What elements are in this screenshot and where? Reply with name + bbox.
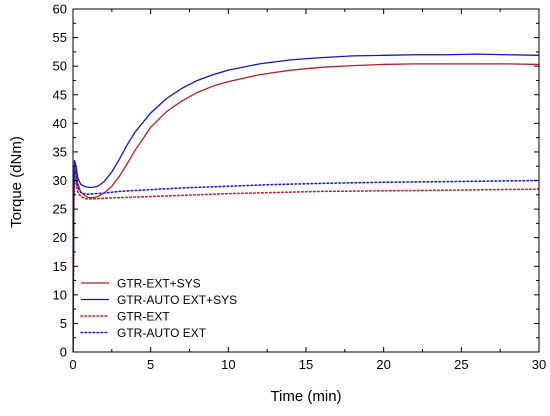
y-tick-label: 5 <box>60 316 67 331</box>
legend-label-2: GTR-AUTO EXT+SYS <box>117 293 237 307</box>
x-tick-label: 25 <box>454 357 468 372</box>
x-tick-label: 20 <box>376 357 390 372</box>
series-line-2 <box>73 53 539 352</box>
y-tick-label: 50 <box>53 59 67 74</box>
legend-label-1: GTR-EXT+SYS <box>117 277 201 291</box>
y-tick-label: 15 <box>53 259 67 274</box>
legend-label-3: GTR-EXT <box>117 310 170 324</box>
x-tick-label: 30 <box>532 357 546 372</box>
series-line-3 <box>73 176 539 352</box>
y-tick-label: 25 <box>53 202 67 217</box>
y-axis-label: Torque (dNm) <box>8 136 25 228</box>
series-line-4 <box>73 165 539 352</box>
y-tick-label: 0 <box>60 345 67 360</box>
series-layer <box>73 53 539 352</box>
y-tick-label: 55 <box>53 30 67 45</box>
x-tick-label: 15 <box>299 357 313 372</box>
y-tick-label: 60 <box>53 2 67 17</box>
ticks-layer: 0 5 10 15 20 25 30 0 5 10 15 20 25 30 35 40 45 50 55 60 <box>53 2 547 373</box>
y-tick-label: 30 <box>53 173 67 188</box>
legend-label-4: GTR-AUTO EXT <box>117 326 207 340</box>
x-tick-label: 5 <box>147 357 154 372</box>
y-tick-label: 45 <box>53 87 67 102</box>
x-tick-label: 10 <box>221 357 235 372</box>
x-tick-label: 0 <box>69 357 76 372</box>
x-axis-label: Time (min) <box>270 388 341 405</box>
legend: GTR-EXT+SYS GTR-AUTO EXT+SYS GTR-EXT GTR-AU… <box>80 277 237 340</box>
y-tick-label: 40 <box>53 116 67 131</box>
y-tick-label: 20 <box>53 230 67 245</box>
y-tick-label: 35 <box>53 144 67 159</box>
y-tick-label: 10 <box>53 287 67 302</box>
